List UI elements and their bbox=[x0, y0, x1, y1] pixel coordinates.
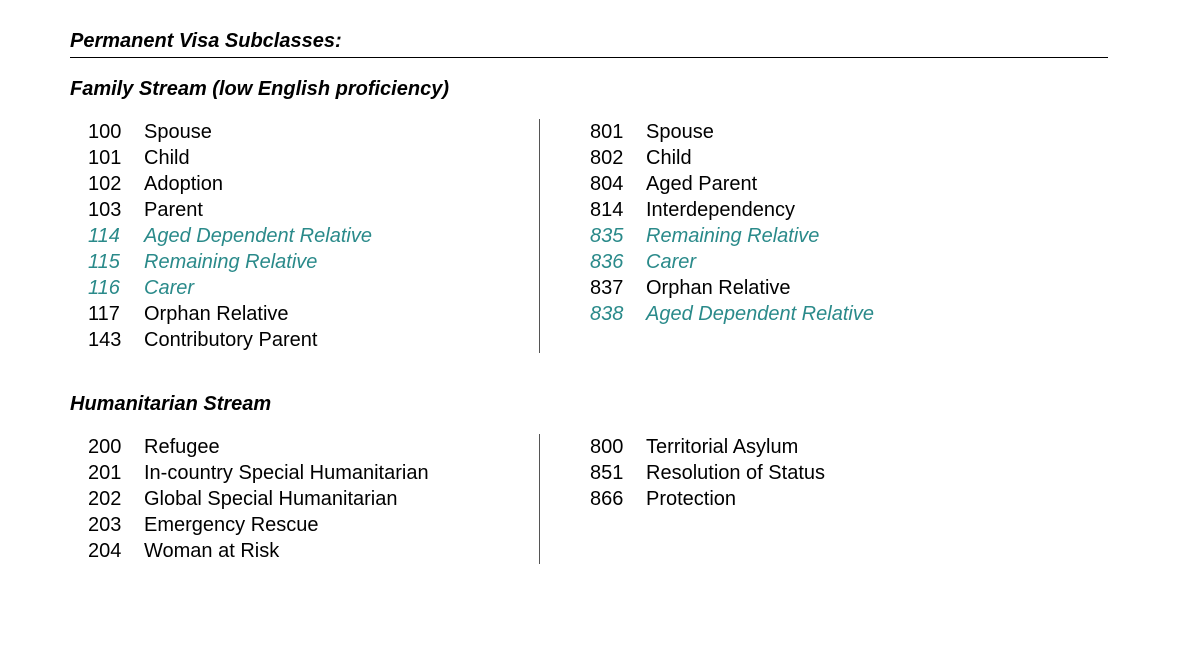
visa-label: Territorial Asylum bbox=[646, 434, 825, 460]
visa-code: 101 bbox=[88, 145, 144, 171]
visa-row: 837Orphan Relative bbox=[590, 275, 874, 301]
section-title-family: Family Stream (low English proficiency) bbox=[70, 78, 1108, 101]
humanitarian-right-column: 800Territorial Asylum 851Resolution of S… bbox=[540, 434, 825, 564]
visa-label: Global Special Humanitarian bbox=[144, 486, 509, 512]
visa-row: 835Remaining Relative bbox=[590, 223, 874, 249]
visa-row: 103Parent bbox=[88, 197, 509, 223]
visa-code: 814 bbox=[590, 197, 646, 223]
visa-row: 836Carer bbox=[590, 249, 874, 275]
visa-row: 202Global Special Humanitarian bbox=[88, 486, 509, 512]
visa-label: Aged Parent bbox=[646, 171, 874, 197]
visa-row: 101Child bbox=[88, 145, 509, 171]
family-columns: 100Spouse 101Child 102Adoption 103Parent… bbox=[70, 119, 1108, 353]
visa-row: 143Contributory Parent bbox=[88, 327, 509, 353]
visa-code: 836 bbox=[590, 249, 646, 275]
visa-label: Carer bbox=[646, 249, 874, 275]
visa-row: 802Child bbox=[590, 145, 874, 171]
visa-code: 800 bbox=[590, 434, 646, 460]
visa-label: Aged Dependent Relative bbox=[144, 223, 509, 249]
visa-label: Woman at Risk bbox=[144, 538, 509, 564]
visa-code: 838 bbox=[590, 301, 646, 327]
family-left-column: 100Spouse 101Child 102Adoption 103Parent… bbox=[70, 119, 540, 353]
visa-code: 202 bbox=[88, 486, 144, 512]
family-right-column: 801Spouse 802Child 804Aged Parent 814Int… bbox=[540, 119, 874, 353]
humanitarian-columns: 200Refugee 201In-country Special Humanit… bbox=[70, 434, 1108, 564]
main-title: Permanent Visa Subclasses: bbox=[70, 30, 1108, 58]
visa-code: 100 bbox=[88, 119, 144, 145]
visa-code: 804 bbox=[590, 171, 646, 197]
visa-label: In-country Special Humanitarian bbox=[144, 460, 509, 486]
visa-label: Adoption bbox=[144, 171, 509, 197]
visa-code: 201 bbox=[88, 460, 144, 486]
visa-label: Orphan Relative bbox=[646, 275, 874, 301]
visa-row: 801Spouse bbox=[590, 119, 874, 145]
visa-code: 200 bbox=[88, 434, 144, 460]
visa-row: 804Aged Parent bbox=[590, 171, 874, 197]
visa-row: 117Orphan Relative bbox=[88, 301, 509, 327]
visa-code: 837 bbox=[590, 275, 646, 301]
visa-label: Parent bbox=[144, 197, 509, 223]
visa-code: 115 bbox=[88, 249, 144, 275]
visa-label: Spouse bbox=[646, 119, 874, 145]
visa-code: 802 bbox=[590, 145, 646, 171]
visa-code: 203 bbox=[88, 512, 144, 538]
visa-code: 204 bbox=[88, 538, 144, 564]
visa-label: Child bbox=[646, 145, 874, 171]
visa-code: 103 bbox=[88, 197, 144, 223]
visa-code: 866 bbox=[590, 486, 646, 512]
visa-row: 800Territorial Asylum bbox=[590, 434, 825, 460]
visa-row: 200Refugee bbox=[88, 434, 509, 460]
document-root: Permanent Visa Subclasses: Family Stream… bbox=[0, 0, 1178, 647]
visa-code: 116 bbox=[88, 275, 144, 301]
visa-code: 835 bbox=[590, 223, 646, 249]
visa-row: 814Interdependency bbox=[590, 197, 874, 223]
visa-code: 143 bbox=[88, 327, 144, 353]
visa-code: 114 bbox=[88, 223, 144, 249]
visa-label: Spouse bbox=[144, 119, 509, 145]
visa-label: Emergency Rescue bbox=[144, 512, 509, 538]
visa-row: 115Remaining Relative bbox=[88, 249, 509, 275]
visa-label: Orphan Relative bbox=[144, 301, 509, 327]
visa-code: 851 bbox=[590, 460, 646, 486]
visa-row: 866Protection bbox=[590, 486, 825, 512]
visa-label: Refugee bbox=[144, 434, 509, 460]
visa-row: 102Adoption bbox=[88, 171, 509, 197]
visa-label: Aged Dependent Relative bbox=[646, 301, 874, 327]
visa-label: Carer bbox=[144, 275, 509, 301]
visa-label: Remaining Relative bbox=[144, 249, 509, 275]
humanitarian-left-column: 200Refugee 201In-country Special Humanit… bbox=[70, 434, 540, 564]
visa-row: 203Emergency Rescue bbox=[88, 512, 509, 538]
visa-row: 838Aged Dependent Relative bbox=[590, 301, 874, 327]
visa-row: 201In-country Special Humanitarian bbox=[88, 460, 509, 486]
visa-row: 116Carer bbox=[88, 275, 509, 301]
visa-label: Child bbox=[144, 145, 509, 171]
visa-label: Interdependency bbox=[646, 197, 874, 223]
visa-code: 102 bbox=[88, 171, 144, 197]
visa-label: Resolution of Status bbox=[646, 460, 825, 486]
visa-row: 100Spouse bbox=[88, 119, 509, 145]
visa-label: Contributory Parent bbox=[144, 327, 509, 353]
visa-row: 204Woman at Risk bbox=[88, 538, 509, 564]
visa-code: 801 bbox=[590, 119, 646, 145]
section-title-humanitarian: Humanitarian Stream bbox=[70, 393, 1108, 416]
visa-code: 117 bbox=[88, 301, 144, 327]
visa-row: 851Resolution of Status bbox=[590, 460, 825, 486]
visa-label: Protection bbox=[646, 486, 825, 512]
visa-row: 114Aged Dependent Relative bbox=[88, 223, 509, 249]
visa-label: Remaining Relative bbox=[646, 223, 874, 249]
